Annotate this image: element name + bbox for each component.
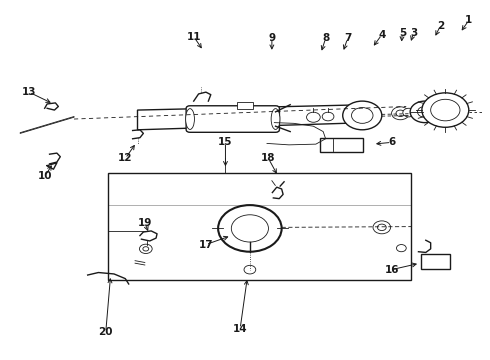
Circle shape [422,93,469,127]
Text: 13: 13 [22,87,36,97]
Circle shape [307,112,320,122]
Text: 9: 9 [269,33,275,43]
Circle shape [343,101,382,130]
Circle shape [417,107,432,117]
Text: 4: 4 [378,30,386,40]
Circle shape [140,244,152,253]
Circle shape [392,107,409,120]
Text: 15: 15 [218,138,233,147]
FancyBboxPatch shape [237,102,253,109]
Circle shape [231,215,269,242]
Text: 8: 8 [322,33,329,43]
Circle shape [396,110,405,117]
Text: 11: 11 [187,32,201,41]
Text: 2: 2 [437,21,444,31]
Circle shape [143,247,149,251]
Text: 1: 1 [465,15,472,26]
Text: 10: 10 [37,171,52,181]
Text: 17: 17 [198,239,213,249]
Polygon shape [108,173,411,280]
Text: 7: 7 [344,33,351,43]
Circle shape [373,221,391,234]
FancyBboxPatch shape [421,253,450,269]
Text: 18: 18 [261,153,276,163]
Text: 5: 5 [399,28,406,38]
Circle shape [431,99,460,121]
Ellipse shape [271,109,280,130]
Circle shape [396,244,406,252]
Circle shape [322,112,334,121]
Circle shape [351,108,373,123]
Circle shape [377,224,386,230]
Ellipse shape [186,109,195,130]
FancyBboxPatch shape [320,138,363,152]
Text: 19: 19 [138,218,152,228]
Circle shape [244,265,256,274]
Text: 14: 14 [233,324,247,334]
Circle shape [410,101,440,123]
Text: 20: 20 [98,327,113,337]
Circle shape [218,205,282,252]
Text: 12: 12 [118,153,132,163]
Polygon shape [138,105,367,130]
Text: 16: 16 [384,265,399,275]
Text: 6: 6 [388,138,395,147]
Circle shape [403,108,415,117]
FancyBboxPatch shape [186,106,279,132]
Text: 3: 3 [410,28,417,38]
